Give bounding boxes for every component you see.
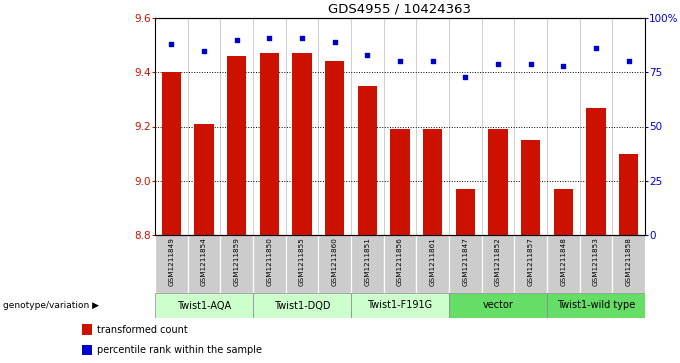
Text: GSM1211860: GSM1211860 bbox=[332, 237, 338, 286]
Bar bbox=[423, 129, 443, 235]
Bar bbox=[155, 235, 188, 293]
Bar bbox=[82, 324, 92, 335]
Bar bbox=[351, 293, 449, 318]
Text: GSM1211848: GSM1211848 bbox=[560, 237, 566, 286]
Bar bbox=[416, 235, 449, 293]
Point bbox=[231, 37, 242, 42]
Text: percentile rank within the sample: percentile rank within the sample bbox=[97, 345, 262, 355]
Text: Twist1-DQD: Twist1-DQD bbox=[274, 301, 330, 310]
Text: Twist1-wild type: Twist1-wild type bbox=[557, 301, 635, 310]
Text: Twist1-AQA: Twist1-AQA bbox=[177, 301, 231, 310]
Text: transformed count: transformed count bbox=[97, 325, 188, 335]
Point bbox=[525, 61, 536, 66]
Text: GSM1211847: GSM1211847 bbox=[462, 237, 469, 286]
Text: GSM1211858: GSM1211858 bbox=[626, 237, 632, 286]
Text: GSM1211857: GSM1211857 bbox=[528, 237, 534, 286]
Point bbox=[427, 58, 438, 64]
Point bbox=[394, 58, 405, 64]
Text: GSM1211854: GSM1211854 bbox=[201, 237, 207, 286]
Bar bbox=[188, 235, 220, 293]
Bar bbox=[286, 235, 318, 293]
Text: GSM1211849: GSM1211849 bbox=[169, 237, 174, 286]
Bar bbox=[82, 345, 92, 355]
Point bbox=[199, 48, 209, 53]
Point bbox=[590, 45, 601, 51]
Text: vector: vector bbox=[483, 301, 513, 310]
Bar bbox=[521, 140, 541, 235]
Text: GSM1211850: GSM1211850 bbox=[267, 237, 272, 286]
Text: GSM1211851: GSM1211851 bbox=[364, 237, 371, 286]
Bar bbox=[390, 129, 410, 235]
Bar bbox=[351, 235, 384, 293]
Bar bbox=[449, 293, 547, 318]
Point bbox=[460, 74, 471, 79]
Text: GSM1211855: GSM1211855 bbox=[299, 237, 305, 286]
Bar bbox=[292, 53, 312, 235]
Bar bbox=[586, 107, 606, 235]
Bar bbox=[488, 129, 508, 235]
Text: GSM1211861: GSM1211861 bbox=[430, 237, 436, 286]
Bar bbox=[162, 72, 181, 235]
Text: GSM1211852: GSM1211852 bbox=[495, 237, 501, 286]
Point bbox=[329, 39, 340, 45]
Bar bbox=[619, 154, 639, 235]
Bar bbox=[456, 189, 475, 235]
Bar bbox=[325, 61, 345, 235]
Bar bbox=[547, 293, 645, 318]
Bar bbox=[260, 53, 279, 235]
Point bbox=[296, 34, 307, 40]
Point bbox=[558, 63, 568, 69]
Bar bbox=[514, 235, 547, 293]
Text: genotype/variation ▶: genotype/variation ▶ bbox=[3, 301, 99, 310]
Title: GDS4955 / 10424363: GDS4955 / 10424363 bbox=[328, 3, 471, 16]
Bar bbox=[220, 235, 253, 293]
Bar bbox=[194, 124, 214, 235]
Point bbox=[362, 52, 373, 58]
Bar bbox=[612, 235, 645, 293]
Text: GSM1211853: GSM1211853 bbox=[593, 237, 599, 286]
Text: Twist1-F191G: Twist1-F191G bbox=[367, 301, 432, 310]
Bar bbox=[318, 235, 351, 293]
Bar bbox=[155, 293, 253, 318]
Bar bbox=[358, 86, 377, 235]
Point bbox=[624, 58, 634, 64]
Bar bbox=[253, 235, 286, 293]
Bar bbox=[449, 235, 481, 293]
Bar bbox=[384, 235, 416, 293]
Bar bbox=[227, 56, 246, 235]
Bar bbox=[547, 235, 579, 293]
Bar bbox=[481, 235, 514, 293]
Point bbox=[166, 41, 177, 47]
Bar bbox=[579, 235, 612, 293]
Bar bbox=[554, 189, 573, 235]
Text: GSM1211856: GSM1211856 bbox=[397, 237, 403, 286]
Bar bbox=[253, 293, 351, 318]
Point bbox=[264, 34, 275, 40]
Text: GSM1211859: GSM1211859 bbox=[234, 237, 239, 286]
Point bbox=[492, 61, 503, 66]
